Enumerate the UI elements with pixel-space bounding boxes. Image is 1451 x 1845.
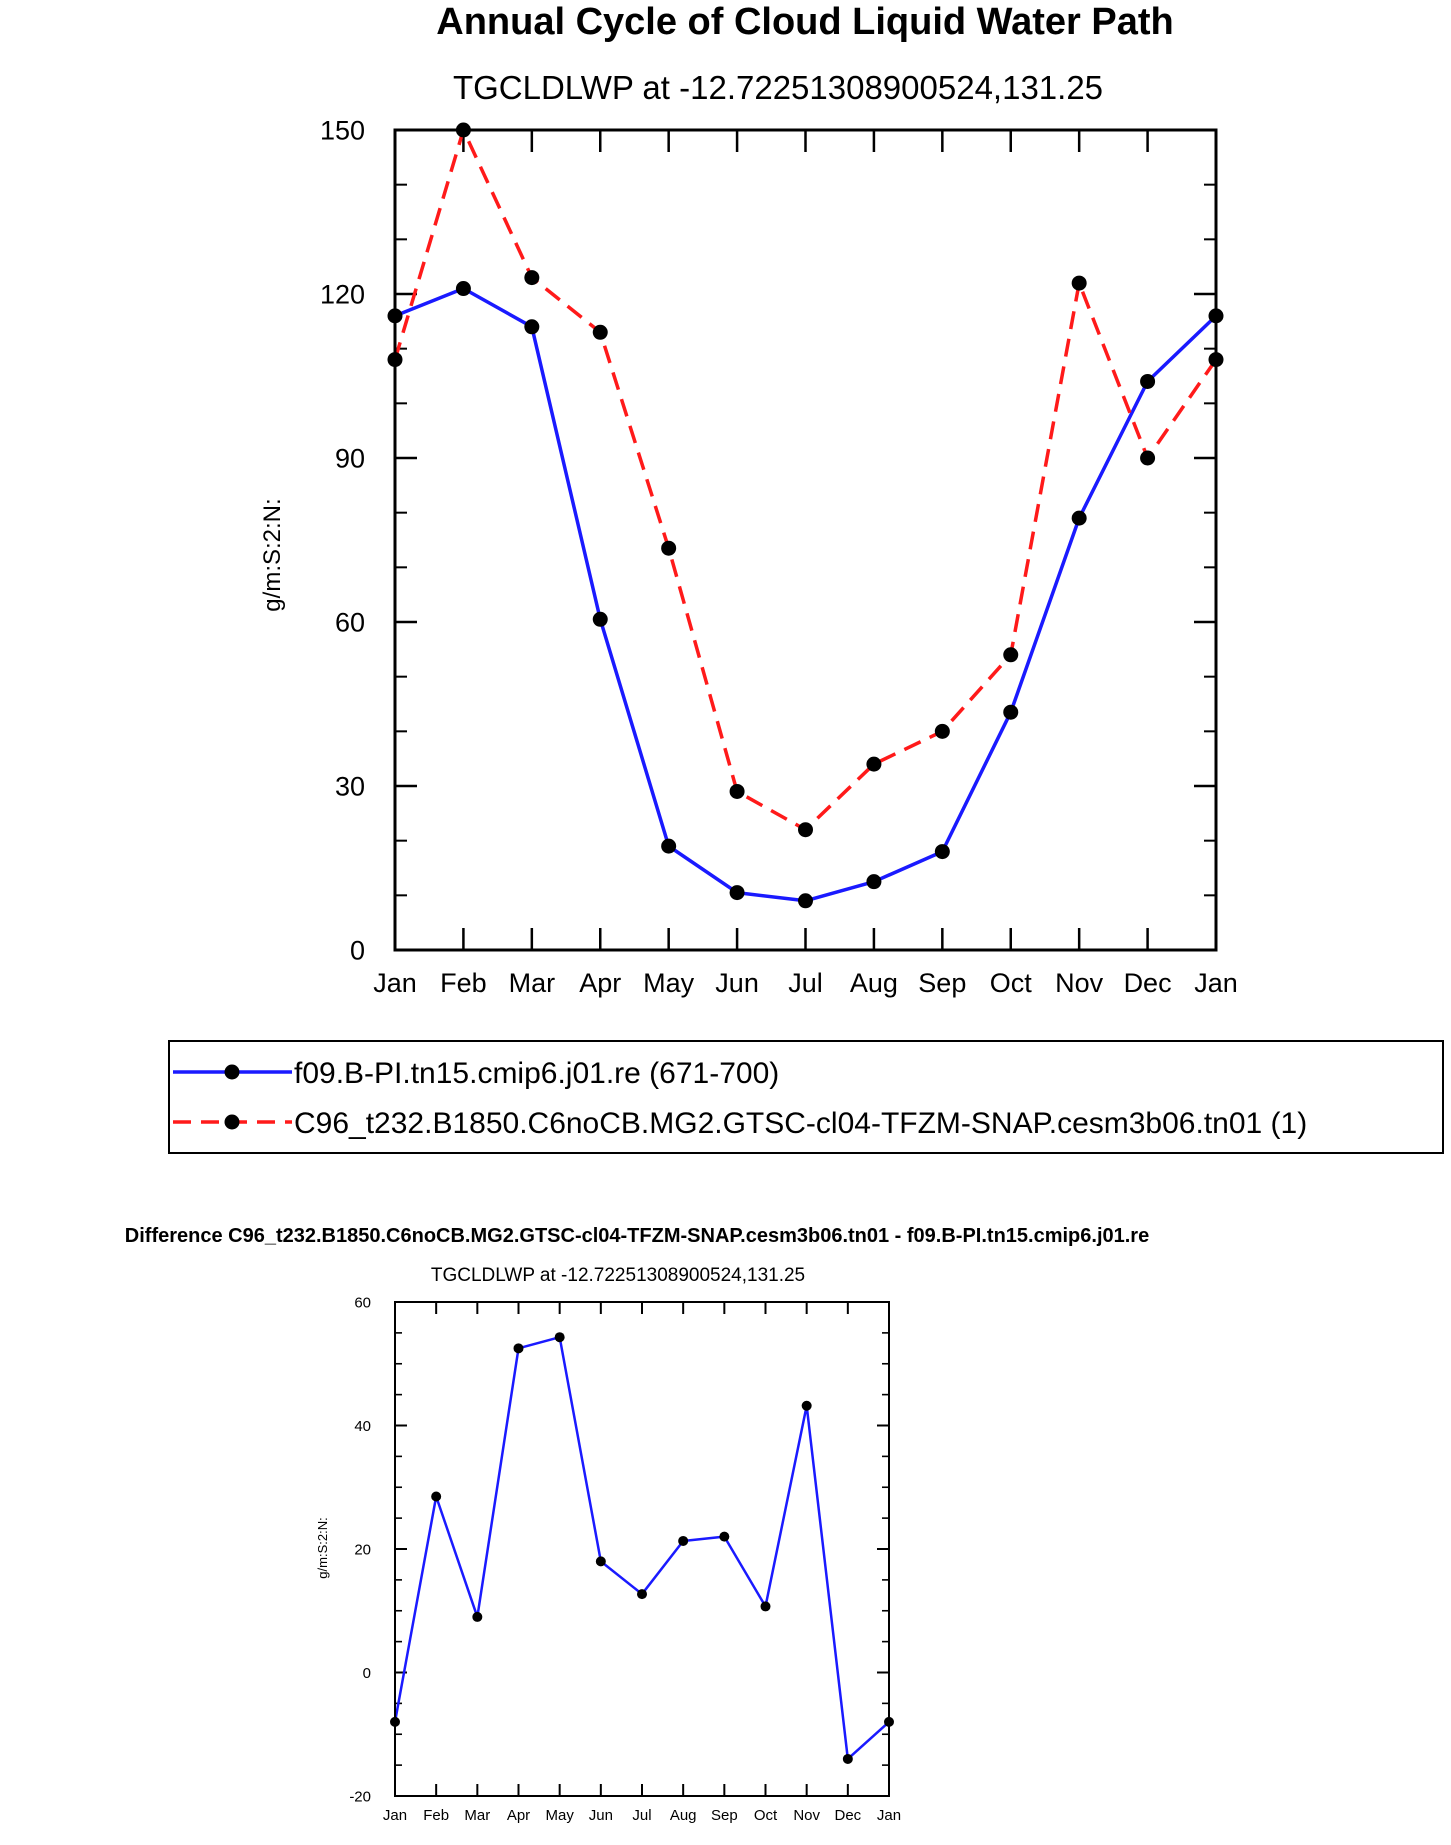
legend: f09.B-PI.tn15.cmip6.j01.re (671-700) C96…	[168, 1040, 1444, 1154]
series-1-point	[1003, 704, 1019, 720]
legend-label-2: C96_t232.B1850.C6noCB.MG2.GTSC-cl04-TFZM…	[294, 1107, 1307, 1140]
y-tick-label: 90	[335, 444, 365, 474]
y-tick-label: 60	[335, 608, 365, 638]
series-1-point	[455, 281, 471, 297]
x-tick-label: Jan	[383, 1807, 407, 1824]
series-2-point	[661, 540, 677, 556]
difference-chart-series	[390, 1332, 894, 1764]
series-2-point	[524, 270, 540, 286]
x-tick-label: Nov	[1055, 968, 1104, 998]
series-1-point	[661, 838, 677, 854]
series-1-point	[760, 1601, 771, 1612]
series-line-2	[393, 128, 1218, 832]
series-2-point	[798, 822, 813, 838]
series-line-1	[394, 286, 1218, 903]
series-1-point	[595, 1556, 606, 1567]
series-2-point	[592, 324, 608, 340]
series-1-point	[801, 1400, 812, 1411]
series-2-point	[1003, 647, 1019, 663]
difference-chart-subtitle: TGCLDLWP at -12.72251308900524,131.25	[431, 1265, 805, 1286]
x-tick-label: Jul	[788, 968, 823, 998]
series-1-point	[592, 611, 608, 627]
x-tick-label: Mar	[464, 1807, 490, 1824]
difference-chart-ticks	[394, 1301, 890, 1797]
y-tick-label: 120	[320, 280, 365, 310]
main-chart-title: Annual Cycle of Cloud Liquid Water Path	[436, 1, 1174, 43]
legend-marker-2	[224, 1114, 240, 1130]
y-tick-label: 20	[354, 1541, 371, 1558]
y-tick-label: 60	[354, 1294, 371, 1311]
series-2-point	[866, 756, 882, 772]
legend-box	[168, 1040, 1444, 1154]
y-tick-label: 150	[320, 116, 365, 146]
series-2-point	[934, 723, 950, 739]
x-tick-label: Jul	[632, 1807, 651, 1824]
series-2-point	[1071, 275, 1087, 291]
series-1-point	[554, 1332, 565, 1343]
main-chart: Annual Cycle of Cloud Liquid Water Path …	[259, 1, 1238, 998]
main-chart-tick-labels: Jan Feb Mar Apr May Jun Jul Aug Sep Oct Nov Dec Jan 0…	[320, 116, 1238, 998]
x-tick-label: Sep	[711, 1807, 738, 1824]
x-tick-label: Oct	[754, 1807, 778, 1824]
series-1-point	[842, 1753, 853, 1764]
x-tick-label: Jun	[589, 1807, 613, 1824]
legend-marker-1	[224, 1064, 240, 1080]
series-1-point	[719, 1531, 730, 1542]
x-tick-label: Nov	[793, 1807, 820, 1824]
difference-chart-ylabel: g/m:S:2:N:	[315, 1517, 330, 1578]
series-1-point	[866, 874, 882, 890]
x-tick-label: Apr	[579, 968, 621, 998]
series-1-point	[637, 1589, 647, 1600]
x-tick-label: Feb	[423, 1807, 449, 1824]
difference-chart-tick-labels: Jan Feb Mar Apr May Jun Jul Aug Sep Oct Nov Dec Jan-…	[349, 1294, 901, 1824]
series-1-point	[1140, 373, 1156, 389]
y-tick-label: 40	[354, 1418, 371, 1435]
series-1-point	[678, 1535, 689, 1546]
x-tick-label: Jan	[373, 968, 417, 998]
series-2-point	[729, 783, 745, 799]
y-tick-label: 0	[350, 936, 365, 966]
series-1-point	[934, 844, 950, 860]
y-tick-label: 30	[335, 772, 365, 802]
x-tick-label: Aug	[850, 968, 898, 998]
series-1-point	[729, 885, 745, 901]
series-1-point	[431, 1491, 442, 1502]
series-2-point	[1140, 450, 1156, 466]
x-tick-label: Jun	[715, 968, 759, 998]
legend-label-1: f09.B-PI.tn15.cmip6.j01.re (671-700)	[294, 1057, 779, 1090]
y-tick-label: 0	[363, 1665, 371, 1682]
legend-entry-2: C96_t232.B1850.C6noCB.MG2.GTSC-cl04-TFZM…	[173, 1107, 1307, 1140]
x-tick-label: Dec	[834, 1807, 861, 1824]
x-tick-label: Oct	[990, 968, 1033, 998]
x-tick-label: Sep	[918, 968, 966, 998]
x-tick-label: Feb	[440, 968, 487, 998]
series-line-1	[393, 1335, 890, 1761]
difference-chart-frame	[394, 1301, 890, 1797]
series-1-point	[1071, 510, 1087, 526]
series-1-point	[513, 1343, 524, 1354]
main-chart-ylabel: g/m:S:2:N:	[259, 498, 286, 611]
x-tick-label: Jan	[877, 1807, 901, 1824]
x-tick-label: Apr	[507, 1807, 530, 1824]
series-1-point	[798, 893, 813, 909]
x-tick-label: Mar	[509, 968, 556, 998]
difference-chart: Difference C96_t232.B1850.C6noCB.MG2.GTS…	[125, 1225, 1149, 1824]
x-tick-label: Dec	[1124, 968, 1172, 998]
difference-chart-title: Difference C96_t232.B1850.C6noCB.MG2.GTS…	[125, 1225, 1149, 1247]
series-1-point	[524, 319, 540, 335]
main-chart-series	[387, 122, 1224, 909]
y-tick-label: -20	[349, 1788, 371, 1805]
x-tick-label: May	[545, 1807, 574, 1824]
main-chart-subtitle: TGCLDLWP at -12.72251308900524,131.25	[453, 69, 1103, 106]
main-chart-frame	[393, 128, 1218, 952]
legend-entry-1: f09.B-PI.tn15.cmip6.j01.re (671-700)	[173, 1057, 779, 1090]
series-1-point	[472, 1611, 483, 1622]
x-tick-label: May	[643, 968, 695, 998]
x-tick-label: Jan	[1194, 968, 1238, 998]
x-tick-label: Aug	[670, 1807, 697, 1824]
